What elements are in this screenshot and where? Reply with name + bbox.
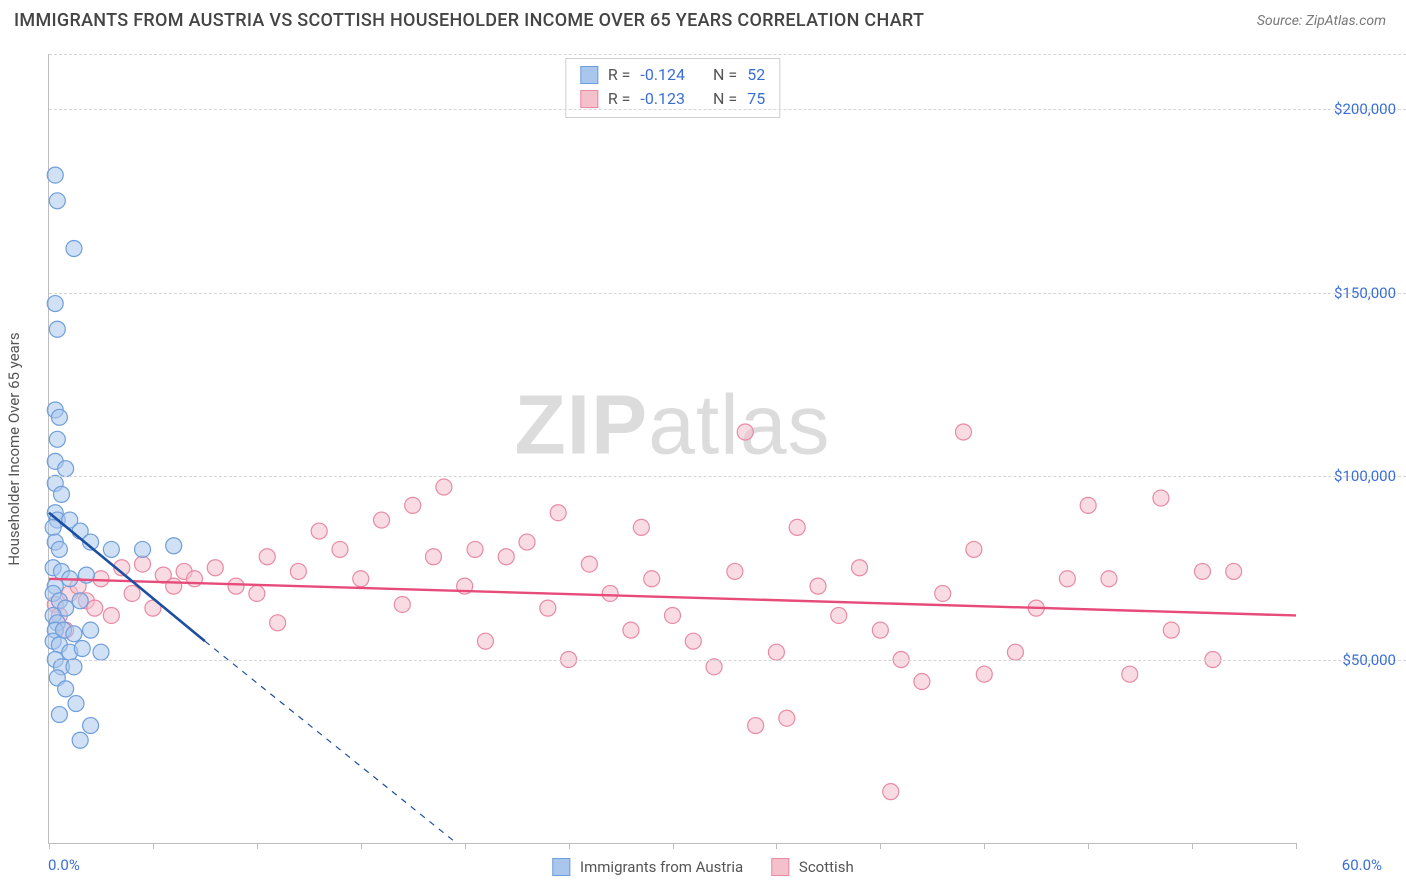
grid-line [49,476,1406,477]
grid-line [49,109,1406,110]
y-axis-title: Householder Income Over 65 years [5,332,23,565]
legend-label-scottish: Scottish [799,858,854,876]
y-tick-label: $50,000 [1342,651,1396,669]
x-axis-min-label: 0.0% [48,856,80,874]
legend-item-scottish: Scottish [771,858,854,876]
x-tick [1192,843,1193,849]
y-tick-label: $150,000 [1334,284,1396,302]
plot-area: R = -0.124 N = 52 R = -0.123 N = 75 ZIPa… [48,54,1296,844]
x-tick [1296,843,1297,849]
x-tick [776,843,777,849]
x-tick [984,843,985,849]
scatter-svg [49,54,1296,843]
grid-line [49,293,1406,294]
legend-label-austria: Immigrants from Austria [580,858,743,876]
x-tick [673,843,674,849]
legend: Immigrants from Austria Scottish [552,858,853,876]
source-label: Source: ZipAtlas.com [1257,13,1386,29]
x-tick [49,843,50,849]
grid-line [49,54,1406,55]
legend-item-austria: Immigrants from Austria [552,858,743,876]
x-tick [257,843,258,849]
grid-line [49,660,1406,661]
y-tick-label: $200,000 [1334,100,1396,118]
chart-title: IMMIGRANTS FROM AUSTRIA VS SCOTTISH HOUS… [14,10,924,31]
x-tick [569,843,570,849]
y-tick-label: $100,000 [1334,467,1396,485]
x-tick [465,843,466,849]
x-tick [361,843,362,849]
x-tick [880,843,881,849]
legend-swatch-austria [552,858,570,876]
legend-swatch-scottish [771,858,789,876]
x-axis-max-label: 60.0% [1342,856,1382,874]
x-tick [153,843,154,849]
x-tick [1088,843,1089,849]
